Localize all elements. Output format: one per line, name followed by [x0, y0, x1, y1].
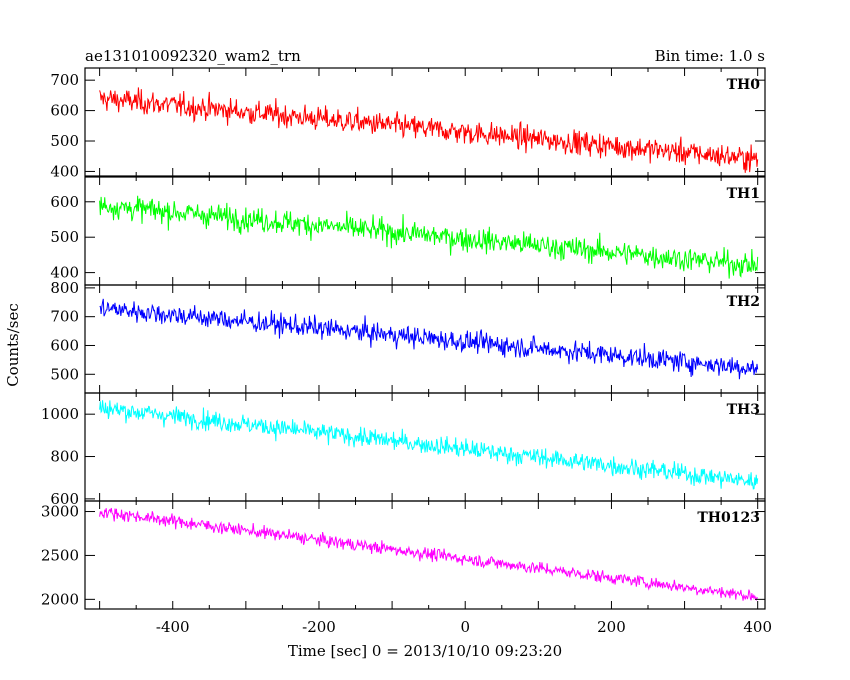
y-tick-label: 500 — [50, 365, 79, 383]
y-tick-label: 600 — [50, 336, 79, 354]
y-axis-label: Counts/sec — [4, 303, 22, 387]
bin-time-label: Bin time: 1.0 s — [655, 47, 765, 65]
x-axis-label: Time [sec] 0 = 2013/10/10 09:23:20 — [288, 642, 562, 660]
panels: 400 500 600 700 TH0 400 500 600 TH1 500 600 700 800 T… — [41, 67, 772, 636]
y-tick-label: 400 — [50, 162, 79, 180]
chart-title: ae131010092320_wam2_trn — [85, 47, 301, 65]
y-tick-label: 500 — [50, 132, 79, 150]
y-tick-label: 800 — [50, 279, 79, 297]
panel-frame-th0 — [84, 67, 766, 177]
x-tick-label: -200 — [302, 618, 336, 636]
panel-label-th3: TH3 — [727, 402, 760, 418]
panel-frame-th0123 — [84, 500, 766, 610]
panel-frame-th2 — [84, 284, 766, 394]
y-tick-label: 700 — [50, 71, 79, 89]
y-tick-label: 600 — [50, 490, 79, 508]
x-tick-label: 200 — [597, 618, 626, 636]
series-line-th2 — [99, 298, 759, 380]
panel-label-th2: TH2 — [727, 294, 760, 310]
x-tick-label: -400 — [156, 618, 190, 636]
y-tick-label: 600 — [50, 193, 79, 211]
panel-label-th0: TH0 — [727, 77, 761, 93]
y-tick-label: 2000 — [41, 590, 79, 608]
y-tick-label: 800 — [50, 448, 79, 466]
y-tick-label: 500 — [50, 228, 79, 246]
y-tick-label: 600 — [50, 102, 79, 120]
series-line-th0 — [99, 87, 759, 173]
series-line-th3 — [99, 400, 759, 490]
x-tick-label: 0 — [460, 618, 470, 636]
panel-label-th0123: TH0123 — [697, 510, 760, 526]
panel-label-th1: TH1 — [727, 186, 760, 202]
y-tick-label: 3000 — [41, 503, 79, 521]
y-tick-label: 400 — [50, 264, 79, 282]
series-line-th0123 — [99, 507, 759, 602]
x-tick-label: 400 — [743, 618, 772, 636]
series-line-th1 — [99, 195, 759, 279]
y-tick-label: 700 — [50, 308, 79, 326]
y-tick-label: 1000 — [41, 405, 79, 423]
y-tick-label: 2500 — [41, 546, 79, 564]
